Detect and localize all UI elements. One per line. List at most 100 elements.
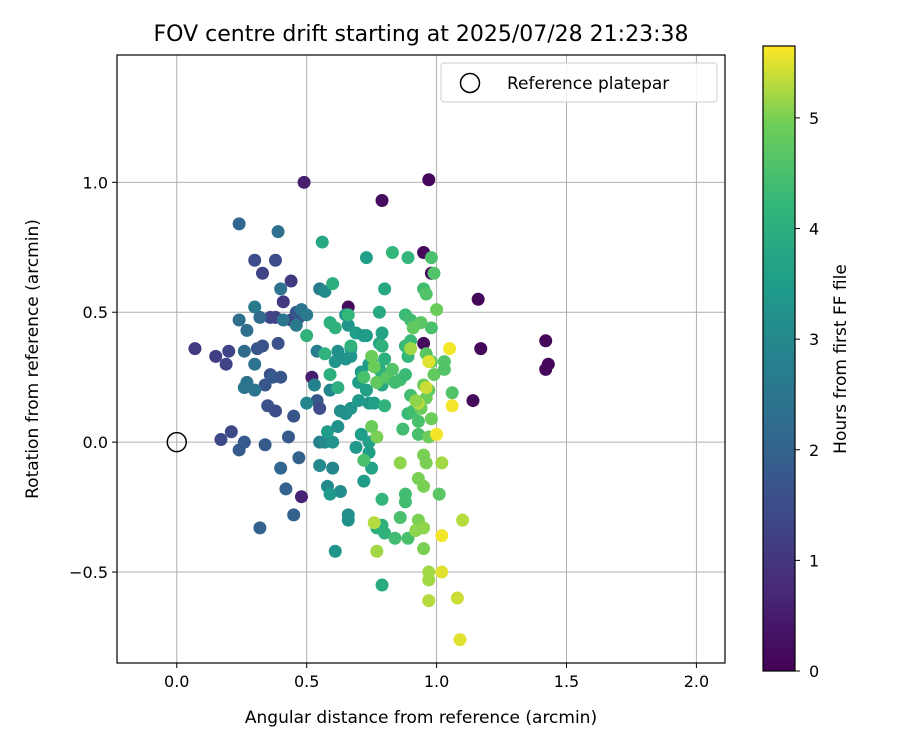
data-point xyxy=(287,508,301,522)
data-point xyxy=(419,287,433,301)
data-point xyxy=(237,344,251,358)
data-point xyxy=(417,521,431,535)
reference-layer xyxy=(166,431,188,453)
data-point xyxy=(268,404,282,418)
y-axis-label: Rotation from reference (arcmin) xyxy=(23,219,43,499)
data-point xyxy=(232,313,246,327)
data-point xyxy=(263,310,277,324)
data-point xyxy=(222,344,236,358)
colorbar-tick-label: 2 xyxy=(809,441,819,460)
data-point xyxy=(274,370,288,384)
data-point xyxy=(357,370,371,384)
y-axis-ticks: −0.5 0.0 0.5 1.0 xyxy=(69,173,117,582)
data-point xyxy=(248,253,262,267)
data-point xyxy=(367,516,381,530)
data-point xyxy=(411,414,425,428)
data-point xyxy=(422,355,436,369)
data-point xyxy=(471,292,485,306)
data-point xyxy=(404,342,418,356)
data-point xyxy=(289,318,303,332)
data-point xyxy=(318,347,332,361)
data-point xyxy=(539,334,553,348)
data-point xyxy=(393,456,407,470)
data-point xyxy=(359,383,373,397)
data-point xyxy=(432,487,446,501)
data-point xyxy=(300,329,314,343)
data-point xyxy=(224,425,238,439)
data-point xyxy=(313,401,327,415)
data-point xyxy=(323,368,337,382)
data-point xyxy=(331,420,345,434)
data-point xyxy=(422,173,436,187)
data-point xyxy=(456,513,470,527)
data-point xyxy=(240,323,254,337)
legend-entry-reference: Reference platepar xyxy=(507,74,669,94)
data-point xyxy=(388,375,402,389)
data-point xyxy=(419,381,433,395)
data-point xyxy=(315,235,329,249)
data-point xyxy=(232,217,246,231)
data-point xyxy=(214,433,228,447)
data-point xyxy=(367,396,381,410)
data-point xyxy=(219,357,233,371)
data-point xyxy=(365,420,379,434)
data-point xyxy=(427,368,441,382)
data-point xyxy=(419,456,433,470)
y-tick-label: 1.0 xyxy=(83,173,108,192)
data-point xyxy=(430,427,444,441)
data-point xyxy=(385,362,399,376)
data-point xyxy=(375,194,389,208)
data-point xyxy=(424,321,438,335)
data-point xyxy=(370,544,384,558)
data-point xyxy=(326,461,340,475)
data-point xyxy=(466,394,480,408)
data-point xyxy=(435,456,449,470)
data-point xyxy=(188,342,202,356)
data-point xyxy=(300,396,314,410)
colorbar-ticks: 0 1 2 3 4 5 xyxy=(795,109,819,681)
data-point xyxy=(279,482,293,496)
data-point xyxy=(370,375,384,389)
data-point xyxy=(424,412,438,426)
y-tick-label: −0.5 xyxy=(69,563,108,582)
data-point xyxy=(248,300,262,314)
data-point xyxy=(333,485,347,499)
data-point xyxy=(396,422,410,436)
data-point xyxy=(378,282,392,296)
x-tick-label: 1.0 xyxy=(424,672,449,691)
data-point xyxy=(287,409,301,423)
data-point xyxy=(422,594,436,608)
x-tick-label: 0.0 xyxy=(164,672,189,691)
x-axis-ticks: 0.0 0.5 1.0 1.5 2.0 xyxy=(164,663,709,691)
data-point xyxy=(427,266,441,280)
data-point xyxy=(365,349,379,363)
data-point xyxy=(359,251,373,265)
colorbar-tick-label: 0 xyxy=(809,662,819,681)
colorbar-tick-label: 3 xyxy=(809,330,819,349)
data-point xyxy=(409,394,423,408)
data-point xyxy=(352,394,366,408)
data-point xyxy=(378,352,392,366)
data-point xyxy=(375,578,389,592)
legend-reference-marker xyxy=(459,72,481,94)
data-point xyxy=(445,399,459,413)
data-point xyxy=(248,357,262,371)
data-point xyxy=(450,591,464,605)
data-point xyxy=(297,175,311,189)
data-point xyxy=(406,321,420,335)
data-point xyxy=(237,381,251,395)
data-point xyxy=(276,313,290,327)
x-tick-label: 0.5 xyxy=(294,672,319,691)
data-points xyxy=(188,173,555,647)
data-point xyxy=(256,266,270,280)
data-point xyxy=(209,349,223,363)
data-point xyxy=(284,274,298,288)
chart-title: FOV centre drift starting at 2025/07/28 … xyxy=(154,22,689,47)
data-point xyxy=(370,430,384,444)
data-point xyxy=(378,399,392,413)
legend-box xyxy=(440,62,718,103)
data-point xyxy=(398,495,412,509)
data-point xyxy=(375,492,389,506)
data-point xyxy=(294,490,308,504)
